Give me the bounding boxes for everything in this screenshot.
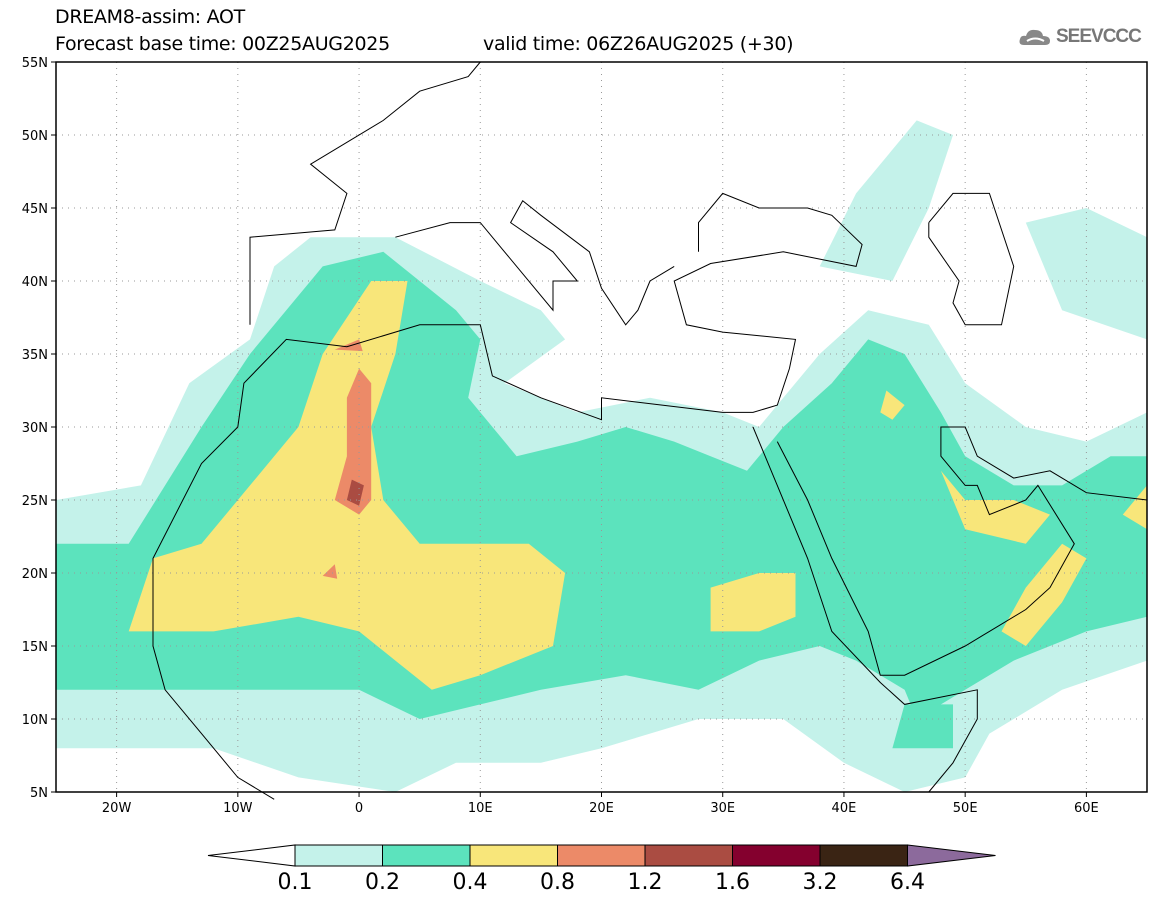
lon-label: 40E [832,801,857,816]
lat-label: 50N [22,129,48,144]
cloud-icon [1019,29,1050,45]
colorbar-segment [382,844,471,867]
axis-ticks: 5N 10N 15N 20N 25N 30N 35N 40N 45N 50N 55N 20W 10W 0 1… [22,56,1099,816]
lon-label: 50E [953,801,978,816]
coastline [776,426,1148,676]
colorbar-segment [557,844,646,867]
colorbar-label: 0.2 [365,870,400,895]
aot-contour-region [880,390,905,420]
colorbar-label: 3.2 [802,870,838,895]
aot-contour-region [346,479,364,506]
colorbar-label: 0.8 [540,870,575,895]
coastline [928,192,1015,326]
aot-contour-region [1025,208,1147,340]
coastline [152,192,863,800]
aot-fill-layer [56,120,1147,792]
aot-contour-region [710,573,796,632]
lat-label: 5N [30,786,48,801]
forecast-base-time: Forecast base time: 00Z25AUG2025 [55,33,390,55]
seevccc-logo: SEEVCCC [1018,26,1142,48]
lon-label: 10E [468,801,493,816]
coastline [752,426,978,793]
aot-contour-region [334,368,372,515]
aot-contour-region [1122,485,1147,530]
colorbar-segment [819,844,908,867]
aot-contour-region [334,339,363,352]
colorbar-segment [294,844,383,867]
aot-contour-region [892,704,953,749]
colorbar-segment [469,844,558,867]
colorbar-label: 0.1 [277,870,313,895]
lon-label: 0 [355,801,363,816]
colorbar-label: 1.6 [715,870,750,895]
aot-contour-region [940,470,1050,544]
colorbar-label: 0.4 [452,870,488,895]
aot-contour-region [819,120,953,282]
lat-label: 45N [22,202,48,217]
lon-label: 10W [223,801,253,816]
lat-label: 30N [22,421,48,436]
colorbar-segment [732,844,821,867]
colorbar-under-arrow [207,844,296,867]
coastline [395,199,675,326]
lon-label: 30E [710,801,735,816]
aot-contour-region [322,564,338,579]
colorbar-label: 6.4 [890,870,925,895]
colorbar [207,844,996,867]
lat-label: 10N [22,713,48,728]
aot-contour-region [1001,543,1087,646]
lat-label: 55N [22,56,48,71]
coastlines [152,61,1148,800]
valid-time: valid time: 06Z26AUG2025 (+30) [483,33,794,55]
aot-contour-region [56,251,1147,720]
lat-label: 15N [22,640,48,655]
coastline [249,61,481,325]
lat-label: 25N [22,494,48,509]
lon-label: 20E [589,801,614,816]
logo-text: SEEVCCC [1056,26,1142,47]
lat-label: 40N [22,275,48,290]
lon-label: 60E [1074,801,1099,816]
lat-label: 20N [22,567,48,582]
map-title: DREAM8-assim: AOT [55,6,245,28]
colorbar-over-arrow [907,844,996,867]
colorbar-segment [644,844,733,867]
colorbar-label: 1.2 [627,870,663,895]
lon-label: 20W [102,801,132,816]
lat-label: 35N [22,348,48,363]
